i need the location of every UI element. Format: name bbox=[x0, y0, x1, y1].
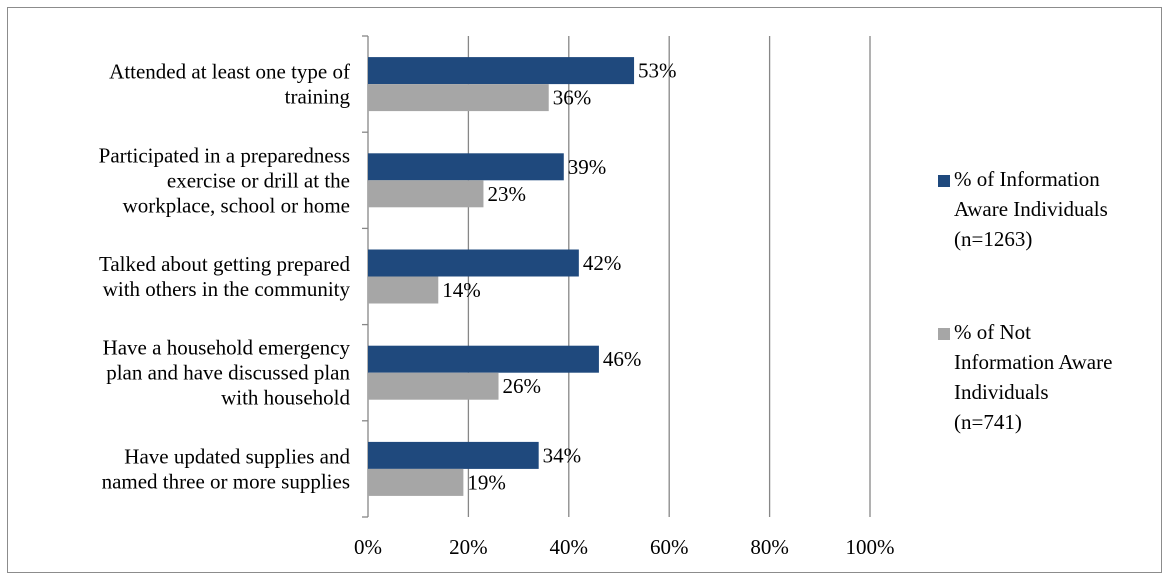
category-label: workplace, school or home bbox=[123, 193, 350, 217]
category-label: with household bbox=[221, 386, 350, 410]
data-label: 34% bbox=[543, 443, 582, 467]
category-label: training bbox=[285, 85, 351, 109]
legend-swatch bbox=[938, 328, 950, 340]
bar-series-0 bbox=[368, 250, 579, 277]
bars bbox=[368, 57, 634, 496]
data-label: 26% bbox=[503, 374, 542, 398]
category-label: Talked about getting prepared bbox=[99, 252, 351, 276]
category-label: exercise or drill at the bbox=[167, 168, 350, 192]
data-label: 53% bbox=[638, 59, 677, 83]
legend-swatch bbox=[938, 175, 950, 187]
bar-series-1 bbox=[368, 469, 463, 496]
x-tick-label: 20% bbox=[449, 535, 488, 559]
bar-series-0 bbox=[368, 442, 539, 469]
legend-label: (n=741) bbox=[954, 410, 1022, 434]
category-axis bbox=[362, 36, 368, 517]
category-label: plan and have discussed plan bbox=[106, 361, 350, 385]
data-label: 42% bbox=[583, 251, 622, 275]
category-label: Have a household emergency bbox=[103, 336, 351, 360]
x-tick-label: 40% bbox=[550, 535, 589, 559]
legend-label: % of Not bbox=[954, 320, 1031, 344]
category-label: Participated in a preparedness bbox=[99, 143, 350, 167]
legend-label: Aware Individuals bbox=[954, 197, 1108, 221]
x-tick-labels: 0% 20% 40% 60% 80% 100% bbox=[354, 535, 895, 559]
legend-label: % of Information bbox=[954, 167, 1100, 191]
bar-series-0 bbox=[368, 346, 599, 373]
category-label: Have updated supplies and bbox=[124, 444, 350, 468]
x-tick-label: 0% bbox=[354, 535, 382, 559]
category-label: with others in the community bbox=[103, 277, 351, 301]
data-label: 36% bbox=[553, 86, 592, 110]
category-label: named three or more supplies bbox=[102, 469, 350, 493]
data-label: 23% bbox=[487, 182, 525, 206]
legend-label: (n=1263) bbox=[954, 227, 1032, 251]
x-tick-label: 60% bbox=[650, 535, 689, 559]
legend: % of Information Aware Individuals (n=1263… bbox=[938, 167, 1112, 434]
data-label: 19% bbox=[467, 470, 506, 494]
bar-series-1 bbox=[368, 277, 438, 304]
bar-series-1 bbox=[368, 180, 483, 207]
category-label: Attended at least one type of bbox=[109, 60, 350, 84]
bar-series-0 bbox=[368, 57, 634, 84]
x-tick-label: 100% bbox=[846, 535, 895, 559]
bar-series-1 bbox=[368, 373, 499, 400]
legend-label: Information Aware bbox=[954, 350, 1112, 374]
data-label: 39% bbox=[568, 155, 607, 179]
x-tick-label: 80% bbox=[750, 535, 789, 559]
data-label: 14% bbox=[442, 278, 481, 302]
bar-series-1 bbox=[368, 84, 549, 111]
legend-label: Individuals bbox=[954, 380, 1049, 404]
bar-series-0 bbox=[368, 153, 564, 180]
data-label: 46% bbox=[603, 347, 642, 371]
